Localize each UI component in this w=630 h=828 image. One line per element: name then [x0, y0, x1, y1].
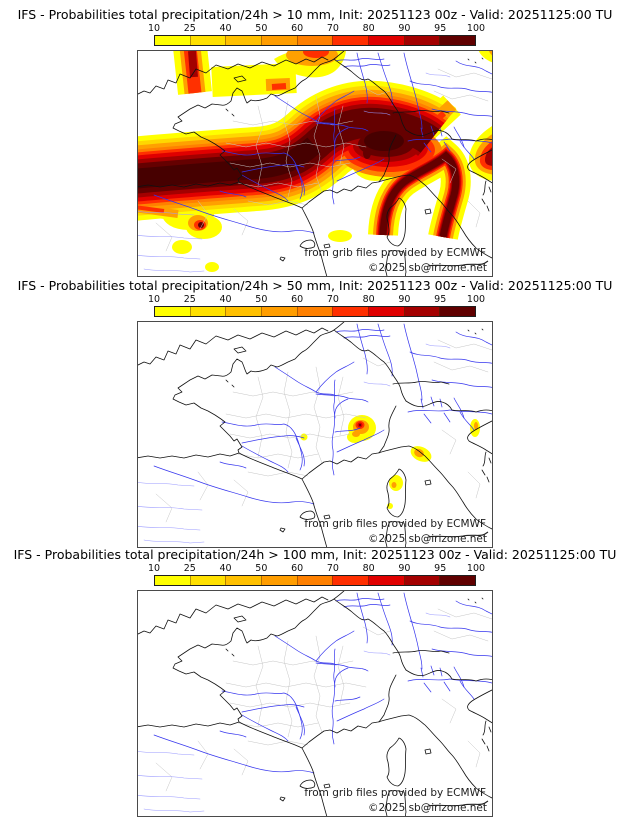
page-title: IFS - Probabilities total precipitation/…	[17, 7, 613, 22]
map-svg-50mm	[138, 322, 492, 547]
colorbar-tick-row: 10 25 40 50 60 70 80 90 95 100	[148, 23, 485, 34]
colorbar-tick-label: 95	[434, 294, 447, 305]
precip-map-50mm: from grib files provided by ECMWF ©2025 …	[137, 321, 493, 548]
colorbar-segment	[439, 576, 476, 585]
panel-50mm: IFS - Probabilities total precipitation/…	[0, 279, 630, 548]
attribution-copyright: ©2025 sb@irizone.net	[368, 262, 487, 274]
attribution-ecmwf: from grib files provided by ECMWF	[304, 787, 486, 799]
colorbar-tick-label: 90	[398, 563, 411, 574]
colorbar-segment	[439, 307, 476, 316]
page-title: IFS - Probabilities total precipitation/…	[17, 278, 613, 293]
attribution-ecmwf: from grib files provided by ECMWF	[304, 518, 486, 530]
colorbar-segment	[225, 576, 262, 585]
colorbar-tick-label: 60	[291, 23, 304, 34]
page-title: IFS - Probabilities total precipitation/…	[13, 547, 617, 562]
colorbar-tick-label: 40	[219, 563, 232, 574]
colorbar-tick-label: 10	[147, 23, 161, 34]
attribution-copyright: ©2025 sb@irizone.net	[368, 533, 487, 545]
colorbar-segment	[261, 307, 297, 316]
colorbar-segment	[296, 36, 333, 45]
colorbar-segment	[261, 576, 297, 585]
colorbar-tick-label: 60	[291, 563, 304, 574]
colorbar-bar	[154, 35, 476, 46]
colorbar-tick-label: 100	[466, 563, 486, 574]
colorbar-tick-label: 80	[362, 294, 375, 305]
colorbar-segment	[189, 36, 226, 45]
attribution-ecmwf: from grib files provided by ECMWF	[304, 247, 486, 259]
colorbar-segment	[189, 576, 226, 585]
colorbar-tick-label: 25	[183, 294, 196, 305]
colorbar: 10 25 40 50 60 70 80 90 95 100	[148, 294, 485, 317]
colorbar-bar	[154, 575, 476, 586]
colorbar-tick-label: 90	[398, 294, 411, 305]
colorbar-tick-label: 50	[255, 294, 268, 305]
colorbar-tick-label: 100	[466, 294, 486, 305]
colorbar-bar	[154, 306, 476, 317]
colorbar-segment	[296, 576, 333, 585]
colorbar-segment	[155, 307, 190, 316]
colorbar-segment	[225, 36, 262, 45]
colorbar-tick-label: 50	[255, 563, 268, 574]
precip-overlay-50mm	[300, 415, 480, 509]
colorbar-tick-row: 10 25 40 50 60 70 80 90 95 100	[148, 563, 485, 574]
colorbar-segment	[403, 576, 440, 585]
colorbar-tick-label: 95	[434, 563, 447, 574]
colorbar-segment	[368, 576, 404, 585]
colorbar-segment	[261, 36, 297, 45]
colorbar-tick-label: 70	[326, 294, 339, 305]
panel-10mm: IFS - Probabilities total precipitation/…	[0, 8, 630, 277]
colorbar: 10 25 40 50 60 70 80 90 95 100	[148, 23, 485, 46]
colorbar-segment	[296, 307, 333, 316]
colorbar-segment	[225, 307, 262, 316]
precip-overlay-10mm	[138, 51, 492, 272]
basemap-lines	[138, 322, 492, 547]
colorbar-tick-row: 10 25 40 50 60 70 80 90 95 100	[148, 294, 485, 305]
colorbar-segment	[155, 36, 190, 45]
map-svg-10mm	[138, 51, 492, 276]
colorbar-tick-label: 10	[147, 294, 161, 305]
colorbar-tick-label: 50	[255, 23, 268, 34]
precip-map-10mm: from grib files provided by ECMWF ©2025 …	[137, 50, 493, 277]
colorbar-tick-label: 40	[219, 23, 232, 34]
precip-map-100mm: from grib files provided by ECMWF ©2025 …	[137, 590, 493, 817]
map-svg-100mm	[138, 591, 492, 816]
colorbar-segment	[368, 307, 404, 316]
colorbar-tick-label: 100	[466, 23, 486, 34]
panel-100mm: IFS - Probabilities total precipitation/…	[0, 548, 630, 817]
colorbar-tick-label: 60	[291, 294, 304, 305]
colorbar-segment	[332, 36, 369, 45]
colorbar-tick-label: 95	[434, 23, 447, 34]
colorbar-tick-label: 40	[219, 294, 232, 305]
colorbar: 10 25 40 50 60 70 80 90 95 100	[148, 563, 485, 586]
colorbar-segment	[403, 36, 440, 45]
colorbar-tick-label: 25	[183, 563, 196, 574]
attribution-copyright: ©2025 sb@irizone.net	[368, 802, 487, 814]
colorbar-tick-label: 70	[326, 23, 339, 34]
colorbar-segment	[368, 36, 404, 45]
basemap-lines	[138, 591, 492, 816]
colorbar-tick-label: 80	[362, 563, 375, 574]
colorbar-segment	[332, 307, 369, 316]
colorbar-tick-label: 10	[147, 563, 161, 574]
colorbar-segment	[189, 307, 226, 316]
colorbar-tick-label: 90	[398, 23, 411, 34]
colorbar-segment	[439, 36, 476, 45]
colorbar-tick-label: 80	[362, 23, 375, 34]
colorbar-segment	[403, 307, 440, 316]
colorbar-segment	[332, 576, 369, 585]
colorbar-tick-label: 25	[183, 23, 196, 34]
colorbar-tick-label: 70	[326, 563, 339, 574]
colorbar-segment	[155, 576, 190, 585]
